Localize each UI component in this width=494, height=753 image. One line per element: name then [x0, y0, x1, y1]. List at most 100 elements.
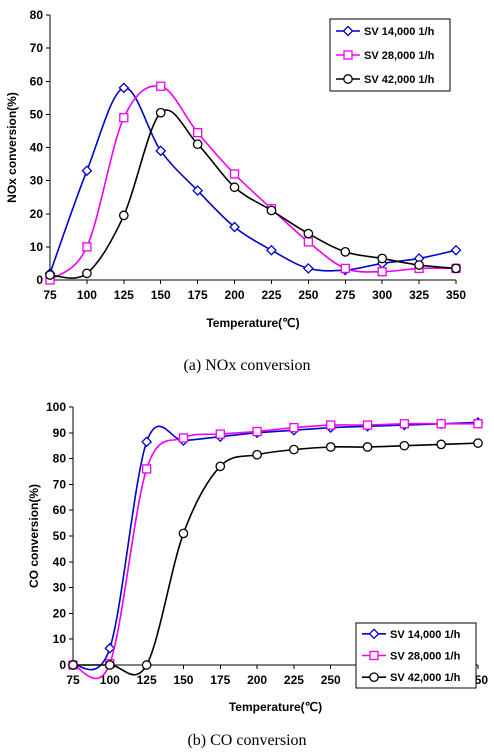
- co-data-point: [289, 444, 299, 455]
- nox-x-tick-label: 300: [372, 288, 392, 302]
- nox-y-tick-label: 0: [36, 273, 43, 287]
- co-data-point: [289, 422, 299, 433]
- nox-data-point: [118, 82, 130, 94]
- co-y-tick-label: 90: [53, 426, 67, 440]
- co-x-axis-title: Temperature(℃): [229, 700, 322, 714]
- nox-data-point: [377, 253, 388, 264]
- co-data-point: [399, 419, 410, 429]
- co-data-point: [436, 419, 446, 429]
- nox-y-tick-label: 10: [30, 240, 44, 254]
- co-y-tick-label: 0: [59, 658, 66, 672]
- co-data-point: [104, 642, 116, 654]
- nox-data-point: [377, 267, 387, 277]
- nox-legend-marker: [343, 50, 353, 60]
- nox-y-tick-label: 60: [30, 74, 44, 88]
- nox-data-point: [229, 182, 240, 193]
- co-data-point: [141, 436, 153, 448]
- nox-data-point: [156, 81, 166, 91]
- co-data-point: [252, 449, 262, 460]
- nox-data-point: [81, 165, 93, 177]
- co-conversion-chart: 0 10 20 30 40 50 60 70 80 90 100 75 100 125 150 175 200 2…: [27, 400, 488, 714]
- co-data-point: [399, 440, 410, 451]
- co-data-point: [326, 420, 336, 430]
- nox-y-tick-label: 20: [30, 207, 44, 221]
- co-y-tick-label: 50: [53, 529, 67, 543]
- co-legend-marker: [369, 672, 379, 683]
- nox-series-line: [49, 84, 457, 281]
- nox-x-tick-label: 125: [114, 288, 134, 302]
- nox-data-point: [82, 268, 92, 279]
- nox-x-tick-label: 75: [43, 288, 57, 302]
- nox-data-point: [192, 185, 204, 196]
- co-x-tick-label: 250: [321, 673, 341, 687]
- nox-x-tick-label: 350: [446, 288, 466, 302]
- co-legend-label: SV 28,000 1/h: [390, 651, 461, 663]
- nox-x-tick-label: 175: [188, 288, 208, 302]
- nox-conversion-chart: 0 10 20 30 40 50 60 70 80 75 100 125 150 175 200 225 250…: [5, 8, 466, 330]
- nox-y-tick-label: 40: [30, 141, 44, 155]
- nox-x-tick-label: 100: [77, 288, 97, 302]
- co-data-point: [436, 439, 447, 450]
- nox-x-tick-label: 325: [409, 288, 429, 302]
- co-data-point: [104, 660, 115, 670]
- nox-data-point: [229, 221, 240, 233]
- nox-data-point: [340, 246, 351, 257]
- co-x-tick-label: 75: [66, 673, 80, 687]
- co-legend-label: SV 14,000 1/h: [390, 629, 461, 641]
- co-y-tick-label: 80: [53, 452, 67, 466]
- nox-data-point: [192, 139, 203, 150]
- nox-legend: SV 14,000 1/h SV 28,000 1/h SV 42,000 1/h: [329, 18, 451, 92]
- co-data-point: [362, 420, 373, 430]
- co-y-tick-label: 40: [53, 555, 67, 569]
- nox-x-tick-label: 225: [261, 288, 281, 302]
- nox-x-tick-label: 250: [298, 288, 318, 302]
- co-data-point: [68, 660, 78, 670]
- nox-data-point: [119, 113, 129, 123]
- nox-data-point: [450, 244, 462, 256]
- nox-data-point: [266, 244, 277, 256]
- nox-data-point: [302, 262, 314, 274]
- nox-legend-marker: [342, 25, 354, 37]
- co-data-point: [215, 429, 225, 439]
- co-x-tick-label: 100: [100, 673, 120, 687]
- co-y-tick-label: 60: [53, 503, 67, 517]
- co-x-tick-label: 225: [284, 673, 304, 687]
- nox-data-point: [303, 228, 314, 239]
- co-y-tick-label: 70: [53, 477, 67, 491]
- co-data-point: [252, 426, 262, 437]
- nox-data-point: [229, 169, 240, 179]
- co-data-point: [178, 528, 189, 539]
- nox-x-tick-label: 150: [151, 288, 171, 302]
- co-data-point: [215, 461, 226, 472]
- co-y-tick-label: 30: [53, 581, 67, 595]
- co-data-point: [178, 433, 189, 443]
- co-y-axis-title: CO conversion(%): [27, 484, 41, 588]
- nox-y-tick-label: 30: [30, 174, 44, 188]
- nox-x-axis-title: Temperature(℃): [206, 316, 299, 330]
- co-legend-label: SV 42,000 1/h: [390, 672, 461, 684]
- nox-series-line: [49, 87, 457, 274]
- nox-data-point: [82, 242, 92, 252]
- nox-data-point: [45, 270, 55, 280]
- nox-y-tick-label: 50: [30, 107, 44, 121]
- co-series-3: [68, 438, 483, 676]
- nox-chart-caption: (a) NOx conversion: [183, 357, 311, 374]
- co-y-tick-label: 100: [46, 400, 66, 414]
- nox-legend-marker: [343, 74, 353, 84]
- co-data-point: [141, 464, 152, 474]
- nox-y-axis-title: NOx conversion(%): [5, 92, 19, 203]
- co-y-tick-label: 20: [53, 606, 67, 620]
- nox-legend-label: SV 42,000 1/h: [364, 74, 435, 86]
- nox-data-point: [155, 107, 166, 118]
- nox-data-point: [303, 237, 314, 247]
- nox-legend-label: SV 14,000 1/h: [364, 26, 435, 38]
- nox-data-point: [414, 260, 424, 270]
- nox-data-point: [266, 205, 277, 216]
- co-data-point: [362, 442, 373, 452]
- nox-x-tick-label: 200: [225, 288, 245, 302]
- co-x-tick-label: 125: [137, 673, 157, 687]
- co-x-tick-label: 175: [210, 673, 230, 687]
- nox-data-point: [451, 263, 461, 274]
- co-legend-marker: [369, 650, 379, 661]
- nox-data-point: [118, 210, 129, 221]
